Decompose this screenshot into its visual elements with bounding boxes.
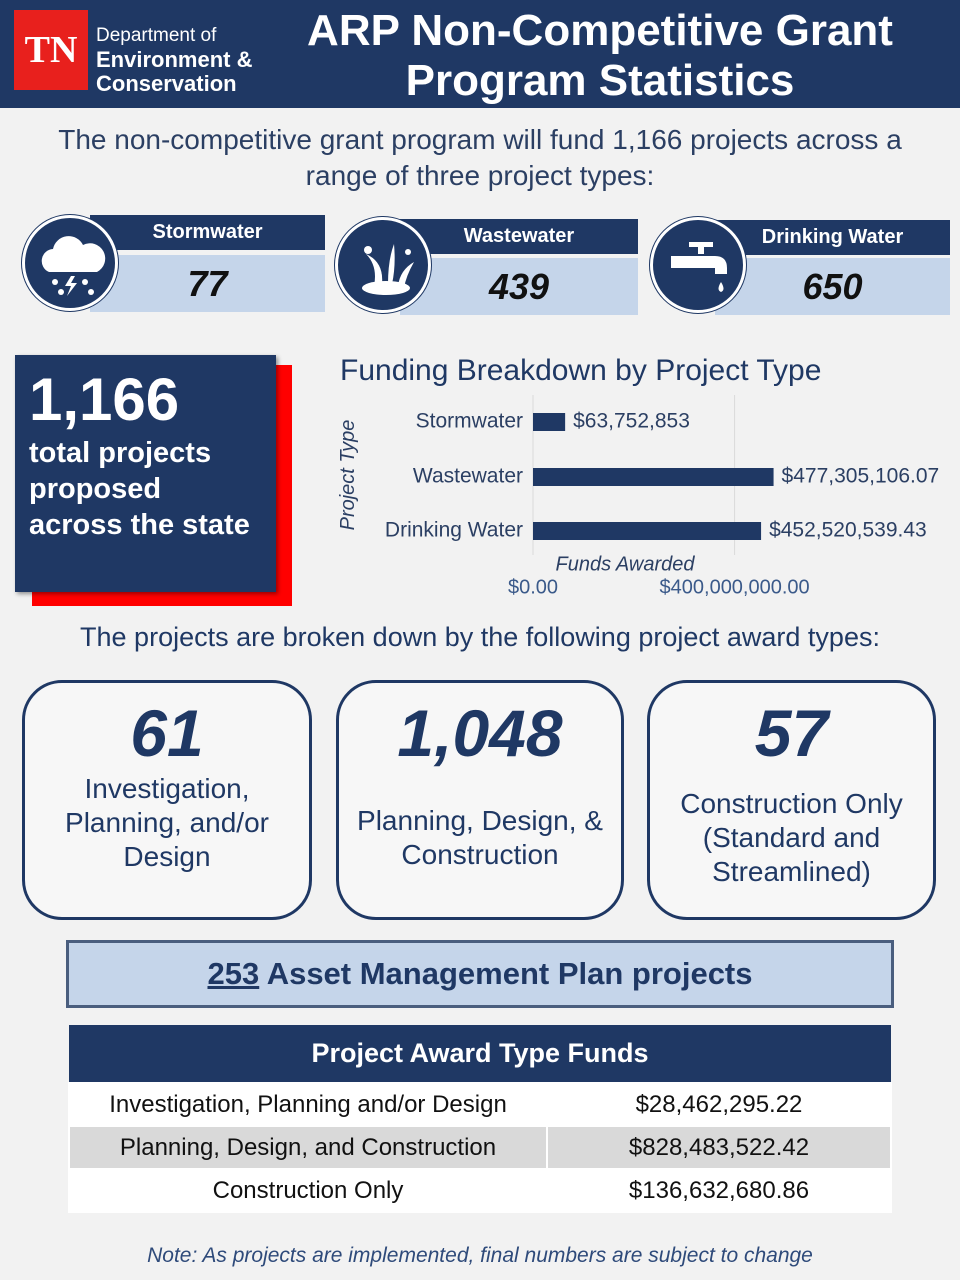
cell: $136,632,680.86 <box>546 1168 892 1213</box>
icon <box>671 242 727 292</box>
department-line: Department of <box>96 25 217 46</box>
y-tick-label: Drinking Water <box>385 519 523 542</box>
award-count: 61 <box>130 696 204 770</box>
type-label: Wastewater <box>400 219 638 254</box>
icon <box>362 244 414 295</box>
bar <box>533 522 762 540</box>
funds-table: Project Award Type Funds Investigation, … <box>68 1025 892 1213</box>
type-label: Drinking Water <box>715 220 950 255</box>
y-tick-label: Stormwater <box>416 410 523 433</box>
total-count: 1,166 <box>29 366 180 433</box>
award-count: 1,048 <box>397 696 563 770</box>
cell: Construction Only <box>68 1168 548 1213</box>
header <box>0 0 960 108</box>
award-name: Investigation, Planning, and/or Design <box>65 773 269 872</box>
icon <box>41 236 106 296</box>
type-count: 650 <box>715 258 950 315</box>
department-line: Conservation <box>96 71 237 96</box>
asset-box: 253 Asset Management Plan projects <box>66 940 894 1008</box>
bar <box>533 468 774 486</box>
table-header: Project Award Type Funds <box>69 1025 891 1083</box>
asset-count: 253 <box>207 956 260 991</box>
intro: The non-competitive grant program will f… <box>58 124 902 191</box>
type-label: Stormwater <box>90 215 325 250</box>
chart-title: Funding Breakdown by Project Type <box>340 354 821 387</box>
award-card: 57 Construction Only (Standard and Strea… <box>647 680 936 920</box>
type-count: 77 <box>90 255 325 312</box>
award-name: Construction Only (Standard and Streamli… <box>680 788 903 887</box>
award-card: 61 Investigation, Planning, and/or Desig… <box>22 680 312 920</box>
cell: Investigation, Planning and/or Design <box>68 1082 548 1127</box>
note: Note: As projects are implemented, final… <box>147 1244 813 1267</box>
department-line: Environment & <box>96 47 253 72</box>
department: Department of Environment & Conservation <box>96 24 252 96</box>
award-intro: The projects are broken down by the foll… <box>80 622 880 652</box>
award-name: Planning, Design, & Construction <box>357 805 603 870</box>
bar <box>533 413 566 431</box>
page-title: ARP Non-Competitive Grant Program Statis… <box>307 6 893 105</box>
value-label: $477,305,106.07 <box>782 465 940 488</box>
x-axis-title: Funds Awarded <box>556 553 696 575</box>
award-count: 57 <box>754 696 829 770</box>
total-text: total projects proposed across the state <box>29 437 250 541</box>
type-count: 439 <box>400 258 638 315</box>
cell: $828,483,522.42 <box>546 1125 892 1170</box>
asset-text: Asset Management Plan projects <box>266 956 753 991</box>
stormwater-icon <box>22 215 118 311</box>
x-tick-label: $400,000,000.00 <box>660 576 810 598</box>
x-tick-label: $0.00 <box>508 576 558 598</box>
y-tick-label: Wastewater <box>413 465 523 488</box>
cell: Planning, Design, and Construction <box>68 1125 548 1170</box>
wastewater-icon <box>335 217 431 313</box>
value-label: $452,520,539.43 <box>769 519 927 542</box>
total-box: 1,166 total projects proposed across the… <box>15 355 276 592</box>
drinking-water-icon <box>650 217 746 313</box>
value-label: $63,752,853 <box>573 410 690 433</box>
funding-chart: Funding Breakdown by Project Type Projec… <box>337 354 940 598</box>
cell: $28,462,295.22 <box>546 1082 892 1127</box>
logo: TN <box>14 10 88 90</box>
y-axis-title: Project Type <box>337 420 359 531</box>
award-card: 1,048 Planning, Design, & Construction <box>336 680 624 920</box>
